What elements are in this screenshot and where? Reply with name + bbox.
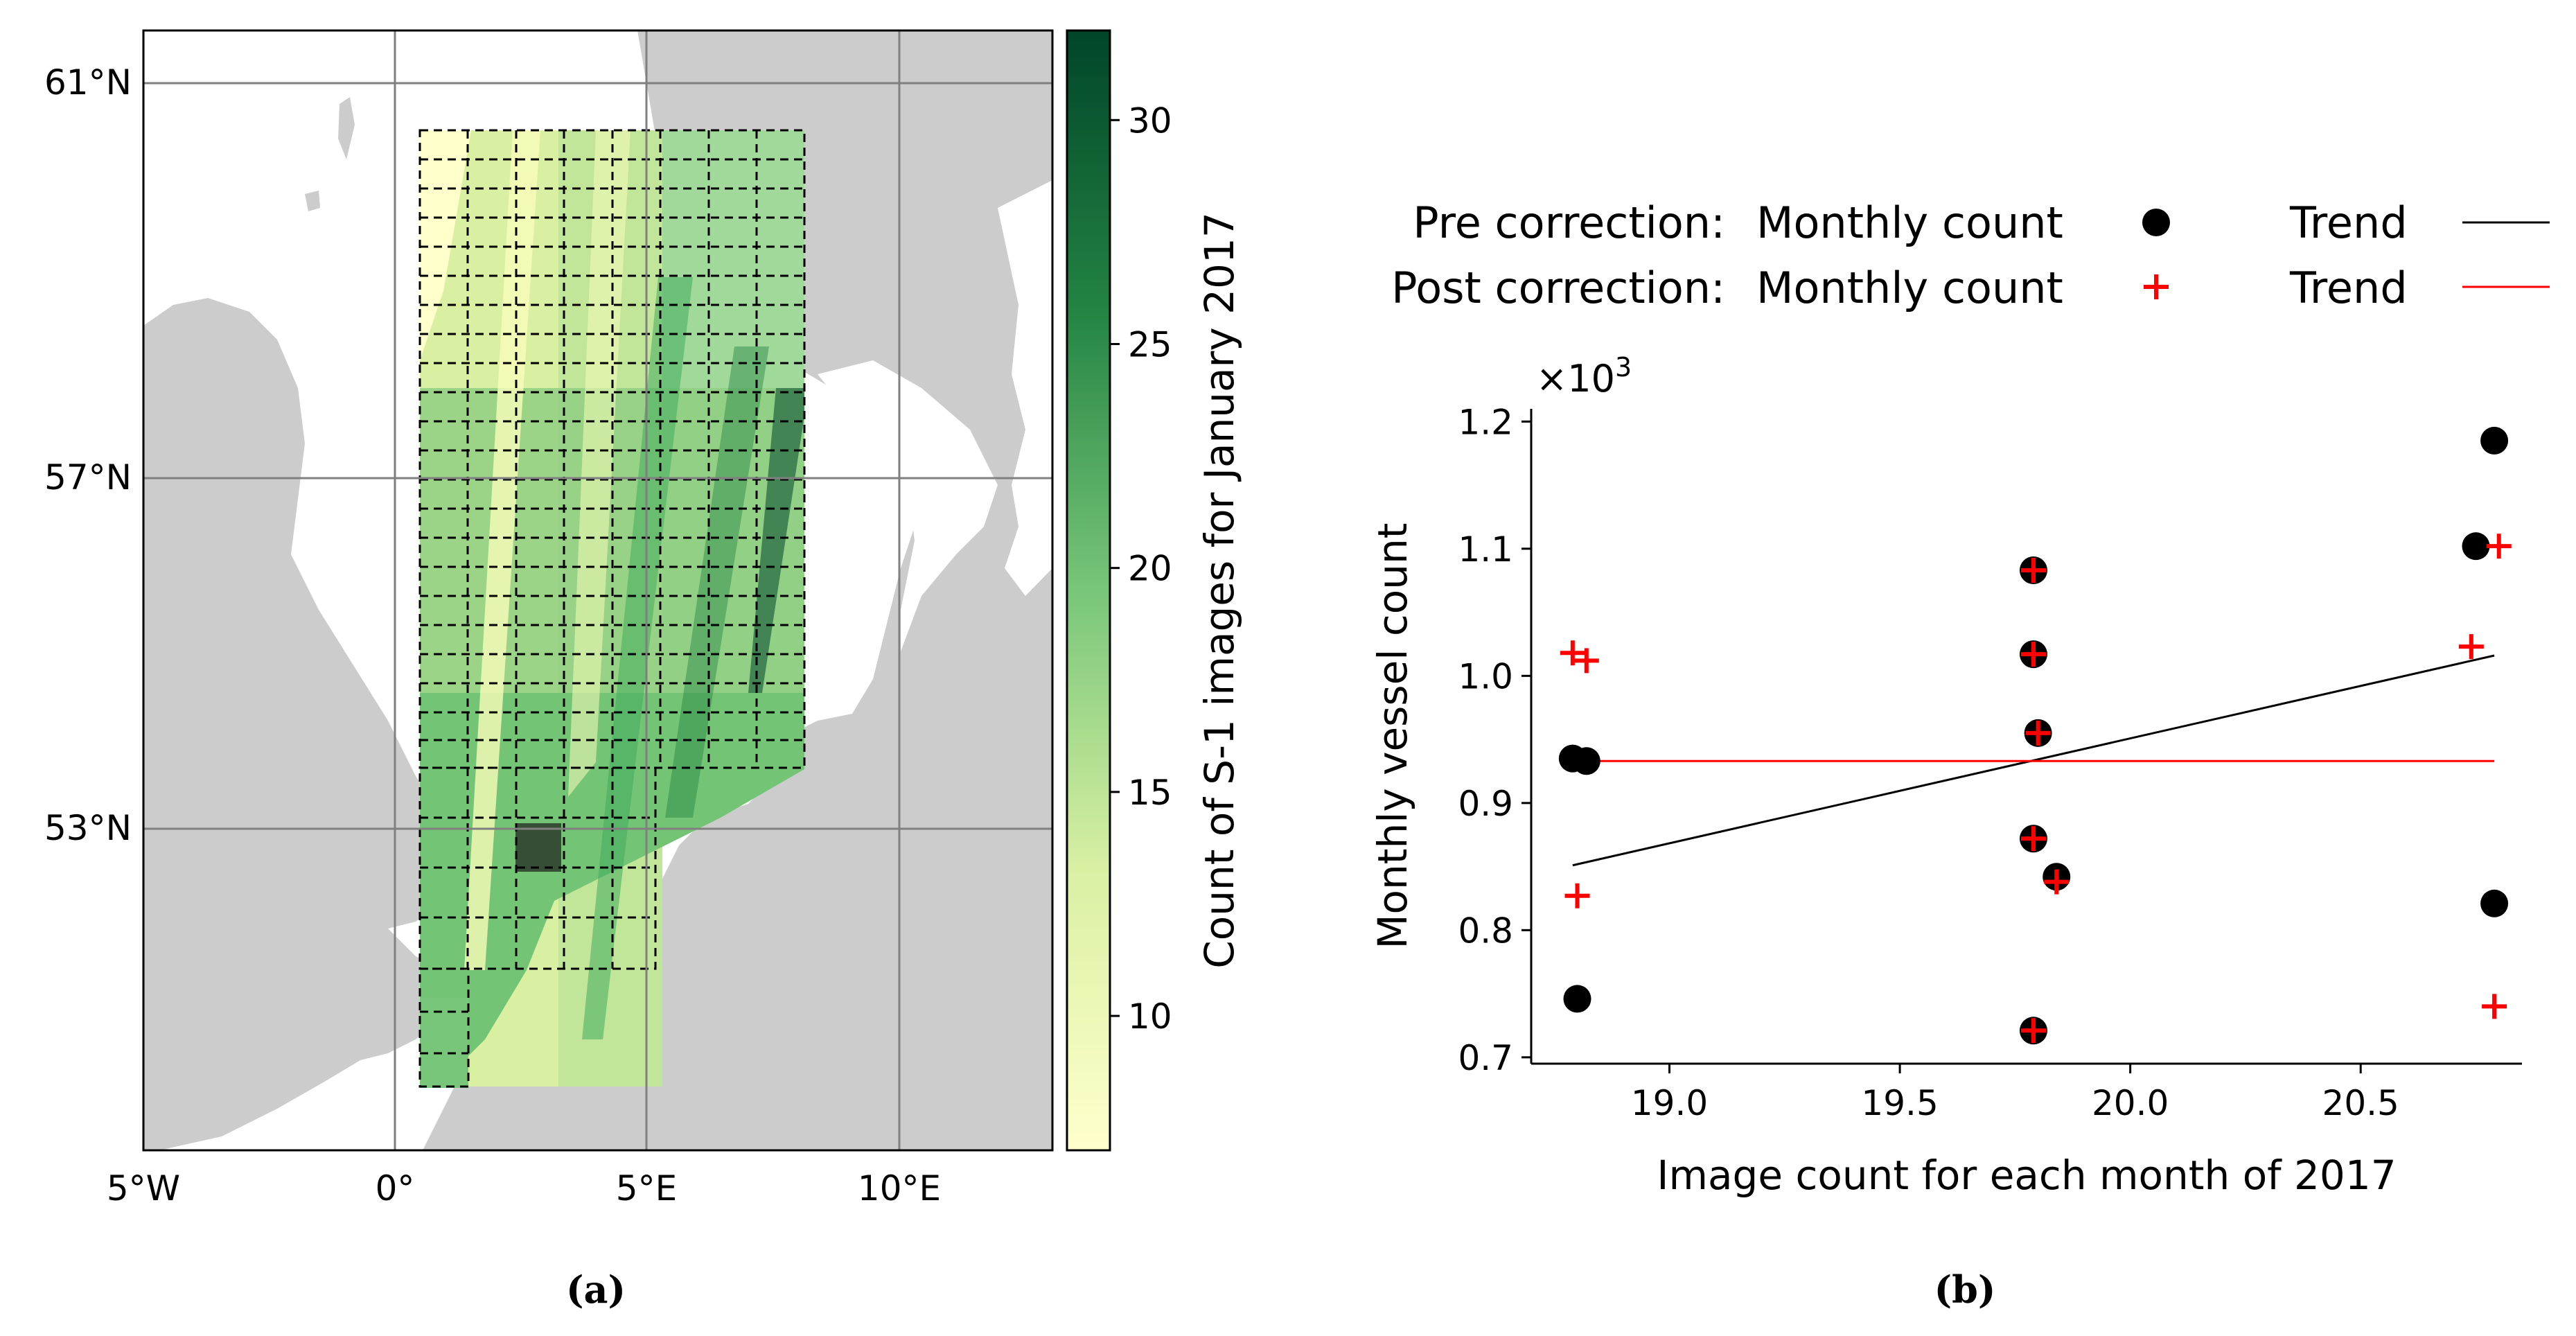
lon-tick-label: 10°E (858, 1168, 941, 1208)
pre-correction-point (1572, 747, 1600, 775)
caption-b: (b) (1934, 1267, 1996, 1312)
legend-post-count-label: Monthly count (1756, 263, 2063, 313)
post-correction-point (2458, 634, 2484, 660)
post-correction-point (2020, 642, 2046, 667)
post-correction-point (1573, 648, 1599, 674)
post-correction-point (2020, 1018, 2046, 1044)
graticule (143, 30, 1052, 1150)
legend-pre-trend-label: Trend (2289, 197, 2408, 248)
post-correction-point (2486, 534, 2512, 559)
lon-tick-label: 0° (376, 1168, 415, 1208)
water-baltic (998, 180, 1052, 596)
pre-correction-point (2462, 532, 2490, 561)
y-axis-label: Monthly vessel count (1369, 523, 1416, 949)
x-tick-label: 20.5 (2322, 1083, 2399, 1123)
x-tick-label: 20.0 (2092, 1083, 2169, 1123)
colorbar-ticks: 10 15 20 25 30 (1110, 100, 1172, 1037)
legend-pre-count-label: Monthly count (1756, 197, 2063, 248)
lon-tick-label: 5°E (616, 1168, 677, 1208)
post-correction-point (2044, 869, 2070, 895)
post-correction-point (2020, 826, 2046, 852)
y-tick-label: 0.8 (1458, 911, 1513, 951)
legend-post-count-marker (2144, 274, 2169, 299)
colorbar-tick-label: 20 (1128, 549, 1172, 589)
post-correction-point (2020, 558, 2046, 583)
lon-tick-label: 5°W (107, 1168, 180, 1208)
tile-grid (418, 129, 806, 1088)
legend: Pre correction: Monthly count Trend Post… (1391, 197, 2550, 313)
pre-correction-point (1563, 985, 1591, 1013)
plot-area: 19.0 19.5 20.0 20.5 0.7 0.8 0.9 1.0 1.1 1.2 (1458, 402, 2512, 1123)
legend-pre-count-marker (2142, 209, 2170, 236)
x-tick-label: 19.5 (1861, 1083, 1938, 1123)
lat-tick-label: 53°N (44, 808, 132, 848)
lat-tick-label: 61°N (44, 62, 132, 103)
legend-pre-label: Pre correction: (1413, 197, 1725, 248)
colorbar-gradient (1066, 29, 1111, 1152)
post-correction-point (1560, 640, 1585, 666)
post-correction-point (1564, 883, 1590, 908)
x-axis-label: Image count for each month of 2017 (1657, 1152, 2396, 1199)
post-correction-point (2482, 994, 2507, 1019)
colorbar-tick-label: 15 (1128, 773, 1172, 813)
y-tick-label: 0.7 (1458, 1038, 1513, 1078)
land-ireland (143, 818, 180, 915)
y-tick-label: 1.1 (1458, 529, 1513, 570)
lat-tick-label: 57°N (44, 457, 132, 498)
land-great-britain (143, 298, 457, 1150)
colorbar-tick-label: 30 (1128, 100, 1172, 141)
colorbar-tick-label: 10 (1128, 996, 1172, 1037)
caption-a: (a) (566, 1267, 626, 1312)
colorbar-label: Count of S-1 images for January 2017 (1196, 212, 1243, 969)
pre-correction-point (2480, 889, 2509, 917)
map-frame (142, 29, 1054, 1152)
legend-post-trend-label: Trend (2289, 263, 2408, 313)
pre-correction-point (2480, 426, 2509, 455)
colorbar-tick-label: 25 (1128, 324, 1172, 364)
y-tick-label: 1.0 (1458, 656, 1513, 696)
map-panel: 61°N 57°N 53°N 5°W 0° 5°E 10°E 10 15 20 25 3… (44, 29, 1243, 1312)
scatter-panel: Pre correction: Monthly count Trend Post… (1369, 197, 2550, 1312)
post-correction-point (2025, 720, 2051, 746)
colorbar: 10 15 20 25 30 Count of S-1 images for Janua… (1066, 29, 1243, 1152)
land-shetland (305, 97, 355, 211)
y-multiplier: ×103 (1536, 352, 1632, 401)
legend-post-label: Post correction: (1391, 263, 1725, 313)
x-tick-label: 19.0 (1631, 1083, 1708, 1123)
water-kattegat (818, 360, 998, 651)
y-tick-label: 1.2 (1458, 402, 1513, 442)
land-scandinavia (423, 30, 1052, 1150)
y-tick-label: 0.9 (1458, 784, 1513, 824)
